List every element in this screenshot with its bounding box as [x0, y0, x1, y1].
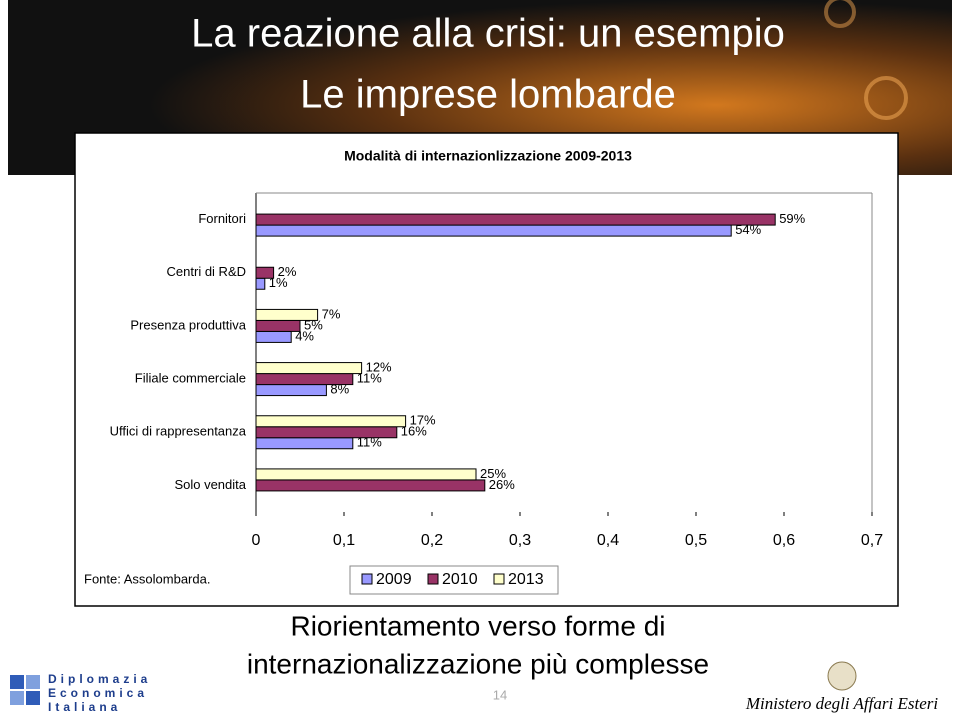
x-tick-label: 0 [252, 532, 261, 549]
data-label: 2% [278, 264, 297, 279]
y-tick-label: Presenza produttiva [130, 317, 246, 332]
data-label: 7% [322, 306, 341, 321]
bar [255, 468, 477, 481]
caption: Riorientamento verso forme di [290, 610, 665, 641]
legend-swatch [361, 573, 373, 585]
bar [255, 277, 266, 290]
logo-square [26, 691, 40, 705]
x-tick-label: 0,6 [773, 532, 795, 549]
data-label: 11% [357, 371, 382, 386]
slide-title: La reazione alla crisi: un esempio [191, 12, 785, 56]
data-label: 4% [295, 328, 314, 343]
emblem [827, 661, 857, 691]
y-tick-label: Filiale commerciale [135, 371, 246, 386]
logo-text: Economica [48, 686, 148, 700]
y-tick-label: Fornitori [198, 211, 246, 226]
data-label: 26% [489, 477, 515, 492]
data-label: 17% [410, 413, 436, 428]
page-number: 14 [493, 687, 507, 702]
x-tick-label: 0,7 [861, 532, 883, 549]
y-tick-label: Uffici di rappresentanza [110, 424, 247, 439]
arrow-icon [864, 76, 908, 120]
x-tick-label: 0,4 [597, 532, 619, 549]
bar [255, 213, 776, 226]
chart-title: Modalità di internazionlizzazione 2009-2… [344, 148, 632, 164]
logo-text: Italiana [48, 700, 121, 714]
bar [255, 362, 363, 375]
data-label: 59% [779, 211, 805, 226]
ministry: Ministero degli Affari Esteri [745, 694, 938, 713]
slide-subtitle: Le imprese lombarde [300, 73, 676, 117]
data-label: 54% [735, 222, 761, 237]
bar [255, 224, 732, 237]
data-label: 12% [366, 360, 392, 375]
bar [255, 479, 486, 492]
legend-label: 2010 [442, 571, 478, 588]
legend-label: 2013 [508, 571, 544, 588]
x-tick-label: 0,5 [685, 532, 707, 549]
data-label: 5% [304, 317, 323, 332]
x-tick-label: 0,1 [333, 532, 355, 549]
x-tick-label: 0,2 [421, 532, 443, 549]
data-label: 1% [269, 275, 288, 290]
y-tick-label: Solo vendita [174, 477, 246, 492]
data-label: 25% [480, 466, 506, 481]
bar [255, 308, 319, 321]
bar [255, 415, 407, 428]
bar [255, 330, 292, 343]
bar [255, 266, 275, 279]
data-label: 11% [357, 435, 382, 450]
x-tick-label: 0,3 [509, 532, 531, 549]
arrow-icon [824, 0, 856, 28]
legend-swatch [427, 573, 439, 585]
data-label: 16% [401, 424, 427, 439]
bar [255, 437, 354, 450]
plot: 0 0,1 0,2 0,3 0,4 0,5 0,6 0,7 Fornitori 54% 59% Cen… [110, 192, 883, 588]
logo-square [10, 691, 24, 705]
legend [349, 565, 559, 595]
bar [255, 384, 327, 397]
bar [255, 319, 301, 332]
data-label: 8% [330, 382, 349, 397]
logo-text: Diplomazia [48, 672, 151, 686]
legend-label: 2009 [376, 571, 412, 588]
caption: internazionalizzazione più complesse [247, 648, 709, 679]
legend-swatch [493, 573, 505, 585]
logo-square [10, 675, 24, 689]
bar [255, 426, 398, 439]
bar [255, 373, 354, 386]
logo-square [26, 675, 40, 689]
source: Fonte: Assolombarda. [84, 571, 210, 586]
y-tick-label: Centri di R&D [167, 264, 246, 279]
chart-frame [74, 132, 899, 607]
